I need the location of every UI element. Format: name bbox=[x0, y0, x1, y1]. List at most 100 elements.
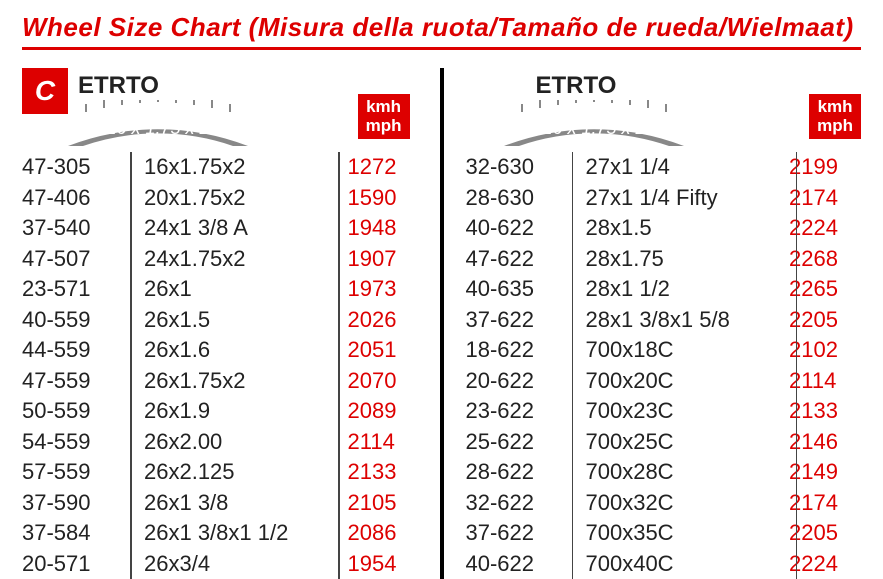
size-cell: 700x20C bbox=[572, 368, 790, 394]
etrto-cell: 40-622 bbox=[464, 215, 572, 241]
circumference-cell: 1973 bbox=[348, 276, 420, 302]
circumference-cell: 1272 bbox=[348, 154, 420, 180]
circumference-cell: 1907 bbox=[348, 246, 420, 272]
table-row: 47-62228x1.752268 bbox=[464, 244, 862, 275]
kmh-badge-left: kmh mph bbox=[358, 94, 410, 139]
etrto-cell: 40-622 bbox=[464, 551, 572, 577]
etrto-cell: 37-540 bbox=[22, 215, 130, 241]
etrto-cell: 44-559 bbox=[22, 337, 130, 363]
table-row: 50-55926x1.92089 bbox=[22, 396, 420, 427]
circumference-cell: 2051 bbox=[348, 337, 420, 363]
table-row: 32-622700x32C2174 bbox=[464, 488, 862, 519]
etrto-cell: 37-622 bbox=[464, 520, 572, 546]
table-row: 47-30516x1.75x21272 bbox=[22, 152, 420, 183]
etrto-cell: 54-559 bbox=[22, 429, 130, 455]
circumference-cell: 2133 bbox=[348, 459, 420, 485]
table-row: 23-57126x11973 bbox=[22, 274, 420, 305]
mph-label: mph bbox=[817, 117, 853, 136]
circumference-cell: 2149 bbox=[789, 459, 861, 485]
table-row: 37-622700x35C2205 bbox=[464, 518, 862, 549]
etrto-cell: 47-559 bbox=[22, 368, 130, 394]
left-column: C ETRTO 16 x 1.75 x 2 kmh mph bbox=[22, 68, 440, 579]
size-cell: 28x1.5 bbox=[572, 215, 790, 241]
size-cell: 26x2.125 bbox=[130, 459, 348, 485]
circumference-cell: 2268 bbox=[789, 246, 861, 272]
circumference-cell: 2146 bbox=[789, 429, 861, 455]
size-cell: 26x1 3/8x1 1/2 bbox=[130, 520, 348, 546]
size-cell: 24x1.75x2 bbox=[130, 246, 348, 272]
etrto-cell: 47-406 bbox=[22, 185, 130, 211]
size-cell: 26x1.6 bbox=[130, 337, 348, 363]
size-cell: 700x23C bbox=[572, 398, 790, 424]
right-table: 32-63027x1 1/4219928-63027x1 1/4 Fifty21… bbox=[464, 152, 862, 579]
kmh-label: kmh bbox=[817, 98, 853, 117]
size-cell: 26x1.5 bbox=[130, 307, 348, 333]
table-row: 40-62228x1.52224 bbox=[464, 213, 862, 244]
circumference-cell: 2070 bbox=[348, 368, 420, 394]
table-divider bbox=[130, 152, 132, 579]
right-header: ETRTO 16 x 1.75 x 2 kmh mph bbox=[464, 68, 862, 150]
size-cell: 700x25C bbox=[572, 429, 790, 455]
etrto-cell: 25-622 bbox=[464, 429, 572, 455]
table-row: 20-57126x3/41954 bbox=[22, 549, 420, 579]
circumference-cell: 2105 bbox=[348, 490, 420, 516]
circumference-cell: 2174 bbox=[789, 185, 861, 211]
etrto-cell: 20-622 bbox=[464, 368, 572, 394]
table-divider bbox=[796, 152, 798, 579]
size-cell: 26x1.75x2 bbox=[130, 368, 348, 394]
circumference-cell: 2086 bbox=[348, 520, 420, 546]
table-row: 37-58426x1 3/8x1 1/22086 bbox=[22, 518, 420, 549]
etrto-cell: 18-622 bbox=[464, 337, 572, 363]
size-cell: 700x35C bbox=[572, 520, 790, 546]
size-cell: 28x1 3/8x1 5/8 bbox=[572, 307, 790, 333]
table-row: 44-55926x1.62051 bbox=[22, 335, 420, 366]
table-row: 57-55926x2.1252133 bbox=[22, 457, 420, 488]
table-row: 47-40620x1.75x21590 bbox=[22, 183, 420, 214]
etrto-cell: 37-584 bbox=[22, 520, 130, 546]
etrto-cell: 28-630 bbox=[464, 185, 572, 211]
page-title: Wheel Size Chart (Misura della ruota/Tam… bbox=[22, 12, 861, 50]
size-cell: 28x1.75 bbox=[572, 246, 790, 272]
size-cell: 27x1 1/4 bbox=[572, 154, 790, 180]
circumference-cell: 2133 bbox=[789, 398, 861, 424]
circumference-cell: 2026 bbox=[348, 307, 420, 333]
size-cell: 26x1 3/8 bbox=[130, 490, 348, 516]
etrto-cell: 23-571 bbox=[22, 276, 130, 302]
tire-label-right: 16 x 1.75 x 2 bbox=[542, 118, 645, 138]
etrto-cell: 47-622 bbox=[464, 246, 572, 272]
etrto-cell: 47-507 bbox=[22, 246, 130, 272]
etrto-cell: 50-559 bbox=[22, 398, 130, 424]
table-row: 32-63027x1 1/42199 bbox=[464, 152, 862, 183]
table-row: 37-54024x1 3/8 A1948 bbox=[22, 213, 420, 244]
table-divider bbox=[338, 152, 340, 579]
size-cell: 27x1 1/4 Fifty bbox=[572, 185, 790, 211]
size-cell: 24x1 3/8 A bbox=[130, 215, 348, 241]
section-badge: C bbox=[22, 68, 68, 114]
circumference-cell: 2199 bbox=[789, 154, 861, 180]
size-cell: 16x1.75x2 bbox=[130, 154, 348, 180]
circumference-cell: 2265 bbox=[789, 276, 861, 302]
etrto-cell: 40-635 bbox=[464, 276, 572, 302]
table-row: 18-622700x18C2102 bbox=[464, 335, 862, 366]
table-row: 25-622700x25C2146 bbox=[464, 427, 862, 458]
mph-label: mph bbox=[366, 117, 402, 136]
table-row: 40-55926x1.52026 bbox=[22, 305, 420, 336]
table-row: 23-622700x23C2133 bbox=[464, 396, 862, 427]
left-table: 47-30516x1.75x2127247-40620x1.75x2159037… bbox=[22, 152, 420, 579]
table-row: 28-622700x28C2149 bbox=[464, 457, 862, 488]
table-row: 40-622700x40C2224 bbox=[464, 549, 862, 579]
etrto-cell: 47-305 bbox=[22, 154, 130, 180]
circumference-cell: 1954 bbox=[348, 551, 420, 577]
circumference-cell: 1590 bbox=[348, 185, 420, 211]
size-cell: 20x1.75x2 bbox=[130, 185, 348, 211]
table-row: 37-62228x1 3/8x1 5/82205 bbox=[464, 305, 862, 336]
etrto-cell: 32-622 bbox=[464, 490, 572, 516]
circumference-cell: 2224 bbox=[789, 215, 861, 241]
etrto-heading-left: ETRTO bbox=[78, 72, 159, 100]
circumference-cell: 2174 bbox=[789, 490, 861, 516]
etrto-cell: 37-590 bbox=[22, 490, 130, 516]
circumference-cell: 2205 bbox=[789, 520, 861, 546]
columns-wrap: C ETRTO 16 x 1.75 x 2 kmh mph bbox=[22, 68, 861, 579]
etrto-cell: 37-622 bbox=[464, 307, 572, 333]
etrto-cell: 28-622 bbox=[464, 459, 572, 485]
